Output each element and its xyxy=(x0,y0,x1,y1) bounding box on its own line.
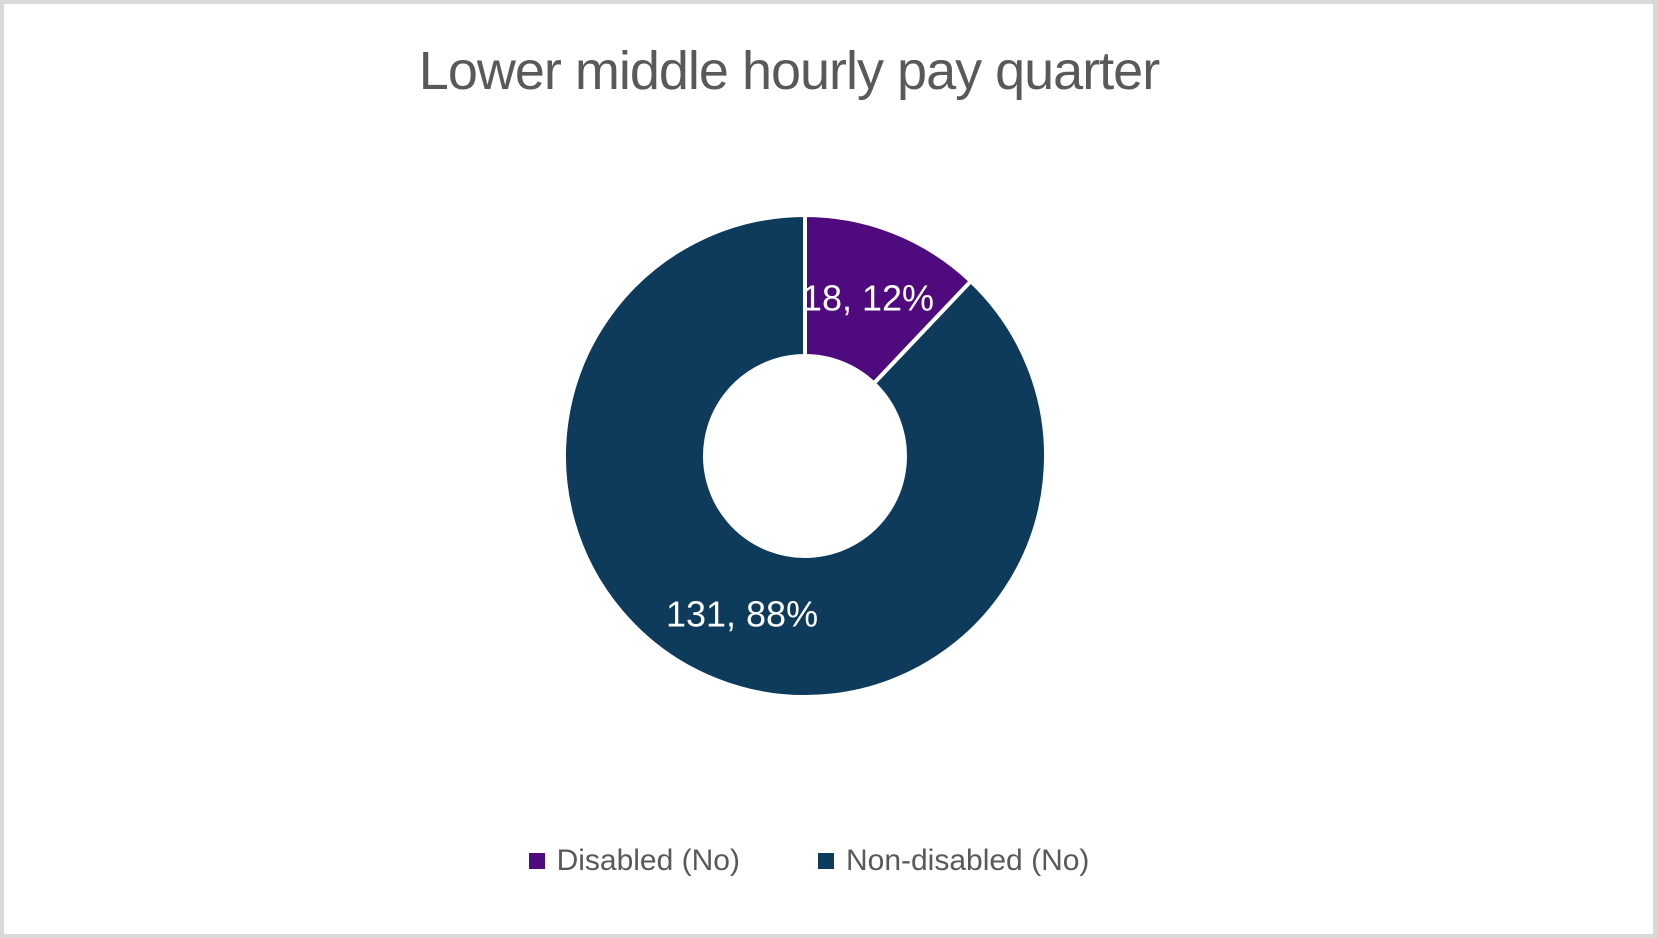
legend-swatch-non-disabled xyxy=(817,853,834,869)
legend-item-disabled: Disabled (No) xyxy=(528,844,740,878)
chart-legend: Disabled (No) Non-disabled (No) xyxy=(4,844,1614,878)
data-label-1: 131, 88% xyxy=(666,593,818,634)
donut-chart: 18, 12% 131, 88% xyxy=(562,212,1048,699)
legend-item-non-disabled: Non-disabled (No) xyxy=(817,844,1090,878)
pie-slice-1 xyxy=(562,212,1048,699)
legend-label-disabled: Disabled (No) xyxy=(556,844,740,877)
pie-slice-0 xyxy=(803,212,974,387)
legend-label-non-disabled: Non-disabled (No) xyxy=(845,844,1090,877)
chart-title: Lower middle hourly pay quarter xyxy=(418,41,1160,101)
legend-swatch-disabled xyxy=(528,853,545,869)
data-label-0: 18, 12% xyxy=(802,278,934,319)
